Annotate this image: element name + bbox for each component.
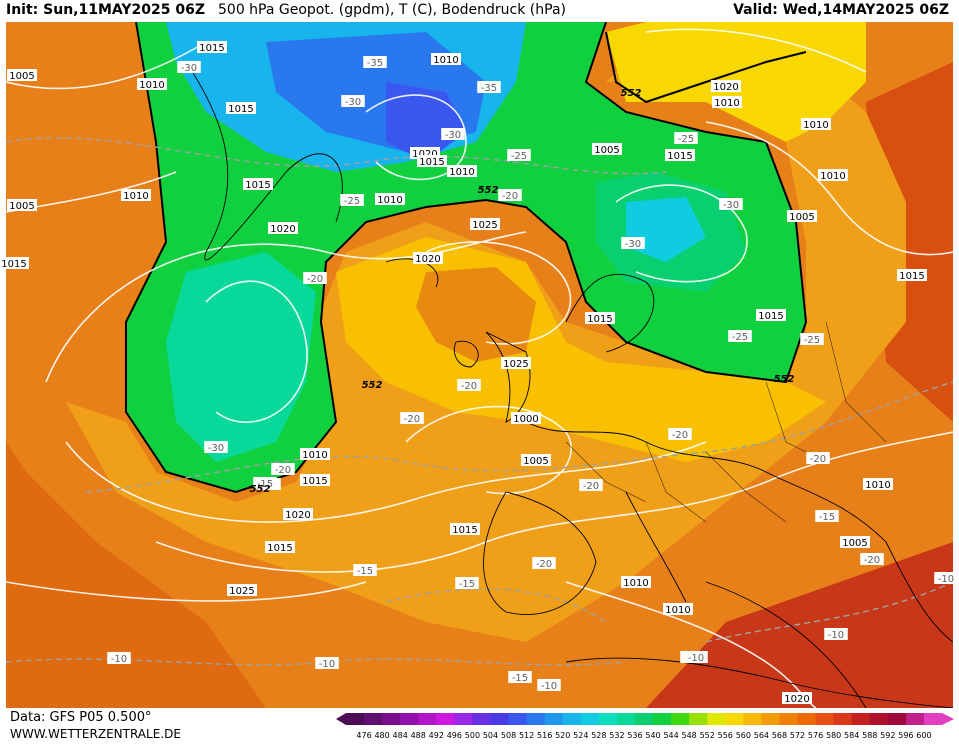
colorbar-tick-label: 600 xyxy=(916,731,931,740)
header: Init: Sun,11MAY2025 06Z 500 hPa Geopot. … xyxy=(0,0,959,22)
colorbar-swatch xyxy=(743,713,762,725)
init-time: Init: Sun,11MAY2025 06Z xyxy=(6,2,205,18)
colorbar-swatch xyxy=(797,713,817,725)
colorbar-tick-label: 508 xyxy=(501,731,516,740)
colorbar-swatch xyxy=(616,713,636,725)
isobars xyxy=(6,28,953,708)
cold-core-west xyxy=(166,252,316,462)
colorbar-swatch xyxy=(580,713,600,725)
colorbar-tick-label: 572 xyxy=(790,731,805,740)
colorbar-swatch xyxy=(887,713,907,725)
colorbar-tick-label: 496 xyxy=(447,731,462,740)
colorbar-tick-label: 536 xyxy=(627,731,642,740)
colorbar-swatch xyxy=(472,713,491,725)
colorbar-tick-label: 540 xyxy=(645,731,660,740)
colorbar-tick-label: 556 xyxy=(718,731,733,740)
colorbar-tick-label: 524 xyxy=(573,731,588,740)
warm-zone-southwest xyxy=(6,442,266,708)
colorbar-swatch xyxy=(418,713,437,725)
map-title: 500 hPa Geopot. (gpdm), T (C), Bodendruc… xyxy=(218,2,566,18)
colorbar-swatch xyxy=(779,713,799,725)
colorbar-tick-label: 544 xyxy=(663,731,678,740)
colorbar-swatch xyxy=(689,713,708,725)
contour-552-north xyxy=(605,31,807,104)
colorbar-swatch xyxy=(833,713,853,725)
colorbar-tick-label: 476 xyxy=(356,731,371,740)
colorbar-swatch xyxy=(436,713,455,725)
colorbar-swatch xyxy=(382,713,401,725)
cold-pocket-center xyxy=(386,82,466,162)
colorbar-arrow-left xyxy=(336,713,346,725)
colorbar-tick-label: 580 xyxy=(826,731,841,740)
colorbar-tick-label: 564 xyxy=(754,731,769,740)
colorbar-tick-label: 592 xyxy=(880,731,895,740)
colorbar-tick-label: 480 xyxy=(374,731,389,740)
data-source: Data: GFS P05 0.500° xyxy=(10,710,152,725)
colorbar-swatch xyxy=(707,713,726,725)
colorbar-swatch xyxy=(761,713,780,725)
colorbar-tick-label: 552 xyxy=(700,731,715,740)
colorbar-tick-label: 488 xyxy=(411,731,426,740)
valid-time: Valid: Wed,14MAY2025 06Z xyxy=(733,2,949,18)
colorbar-tick-label: 596 xyxy=(898,731,913,740)
color-legend: 476 480 484 488 492 496 500 504 508 512 516 520 524 5… xyxy=(336,711,956,741)
orange-core-ireland xyxy=(416,267,536,362)
colorbar-swatch xyxy=(815,713,835,725)
colorbar-swatch xyxy=(598,713,618,725)
colorbar-swatch xyxy=(671,713,690,725)
weather-map xyxy=(6,22,953,708)
colorbar-tick-label: 484 xyxy=(393,731,408,740)
colorbar-swatch xyxy=(725,713,744,725)
coastlines xyxy=(185,61,953,708)
colorbar-tick-label: 528 xyxy=(591,731,606,740)
colorbar-swatch xyxy=(544,713,564,725)
colorbar-tick-label: 576 xyxy=(808,731,823,740)
colorbar-swatch xyxy=(400,713,419,725)
colorbar-tick-label: 520 xyxy=(555,731,570,740)
colorbar-tick-label: 560 xyxy=(736,731,751,740)
colorbar-tick-label: 512 xyxy=(519,731,534,740)
colorbar-swatch xyxy=(923,713,943,725)
colorbar-tick-label: 500 xyxy=(465,731,480,740)
colorbar-swatch xyxy=(869,713,889,725)
colorbar-tick-label: 568 xyxy=(772,731,787,740)
colorbar-arrow-right xyxy=(942,713,954,725)
colorbar-swatch xyxy=(634,713,654,725)
colorbar-swatch xyxy=(346,713,365,725)
colorbar-swatch xyxy=(653,713,672,725)
colorbar-swatch xyxy=(526,713,546,725)
colorbar-swatch xyxy=(508,713,528,725)
website-url: WWW.WETTERZENTRALE.DE xyxy=(10,727,181,741)
colorbar-swatch xyxy=(490,713,510,725)
colorbar-tick-label: 584 xyxy=(844,731,859,740)
colorbar-tick-label: 504 xyxy=(483,731,498,740)
colorbar-tick-label: 588 xyxy=(862,731,877,740)
contour-552 xyxy=(125,22,808,494)
colorbar-tick-label: 516 xyxy=(537,731,552,740)
colorbar-tick-label: 492 xyxy=(429,731,444,740)
colorbar-tick-label: 532 xyxy=(609,731,624,740)
colorbar-swatch xyxy=(905,713,925,725)
colorbar-tick-label: 548 xyxy=(682,731,697,740)
hot-zone-southeast xyxy=(646,542,953,708)
colorbar-swatch xyxy=(454,713,473,725)
colorbar-swatch xyxy=(364,713,383,725)
cold-pocket-east xyxy=(626,197,706,262)
colorbar-swatch xyxy=(851,713,871,725)
colorbar-swatch xyxy=(562,713,582,725)
